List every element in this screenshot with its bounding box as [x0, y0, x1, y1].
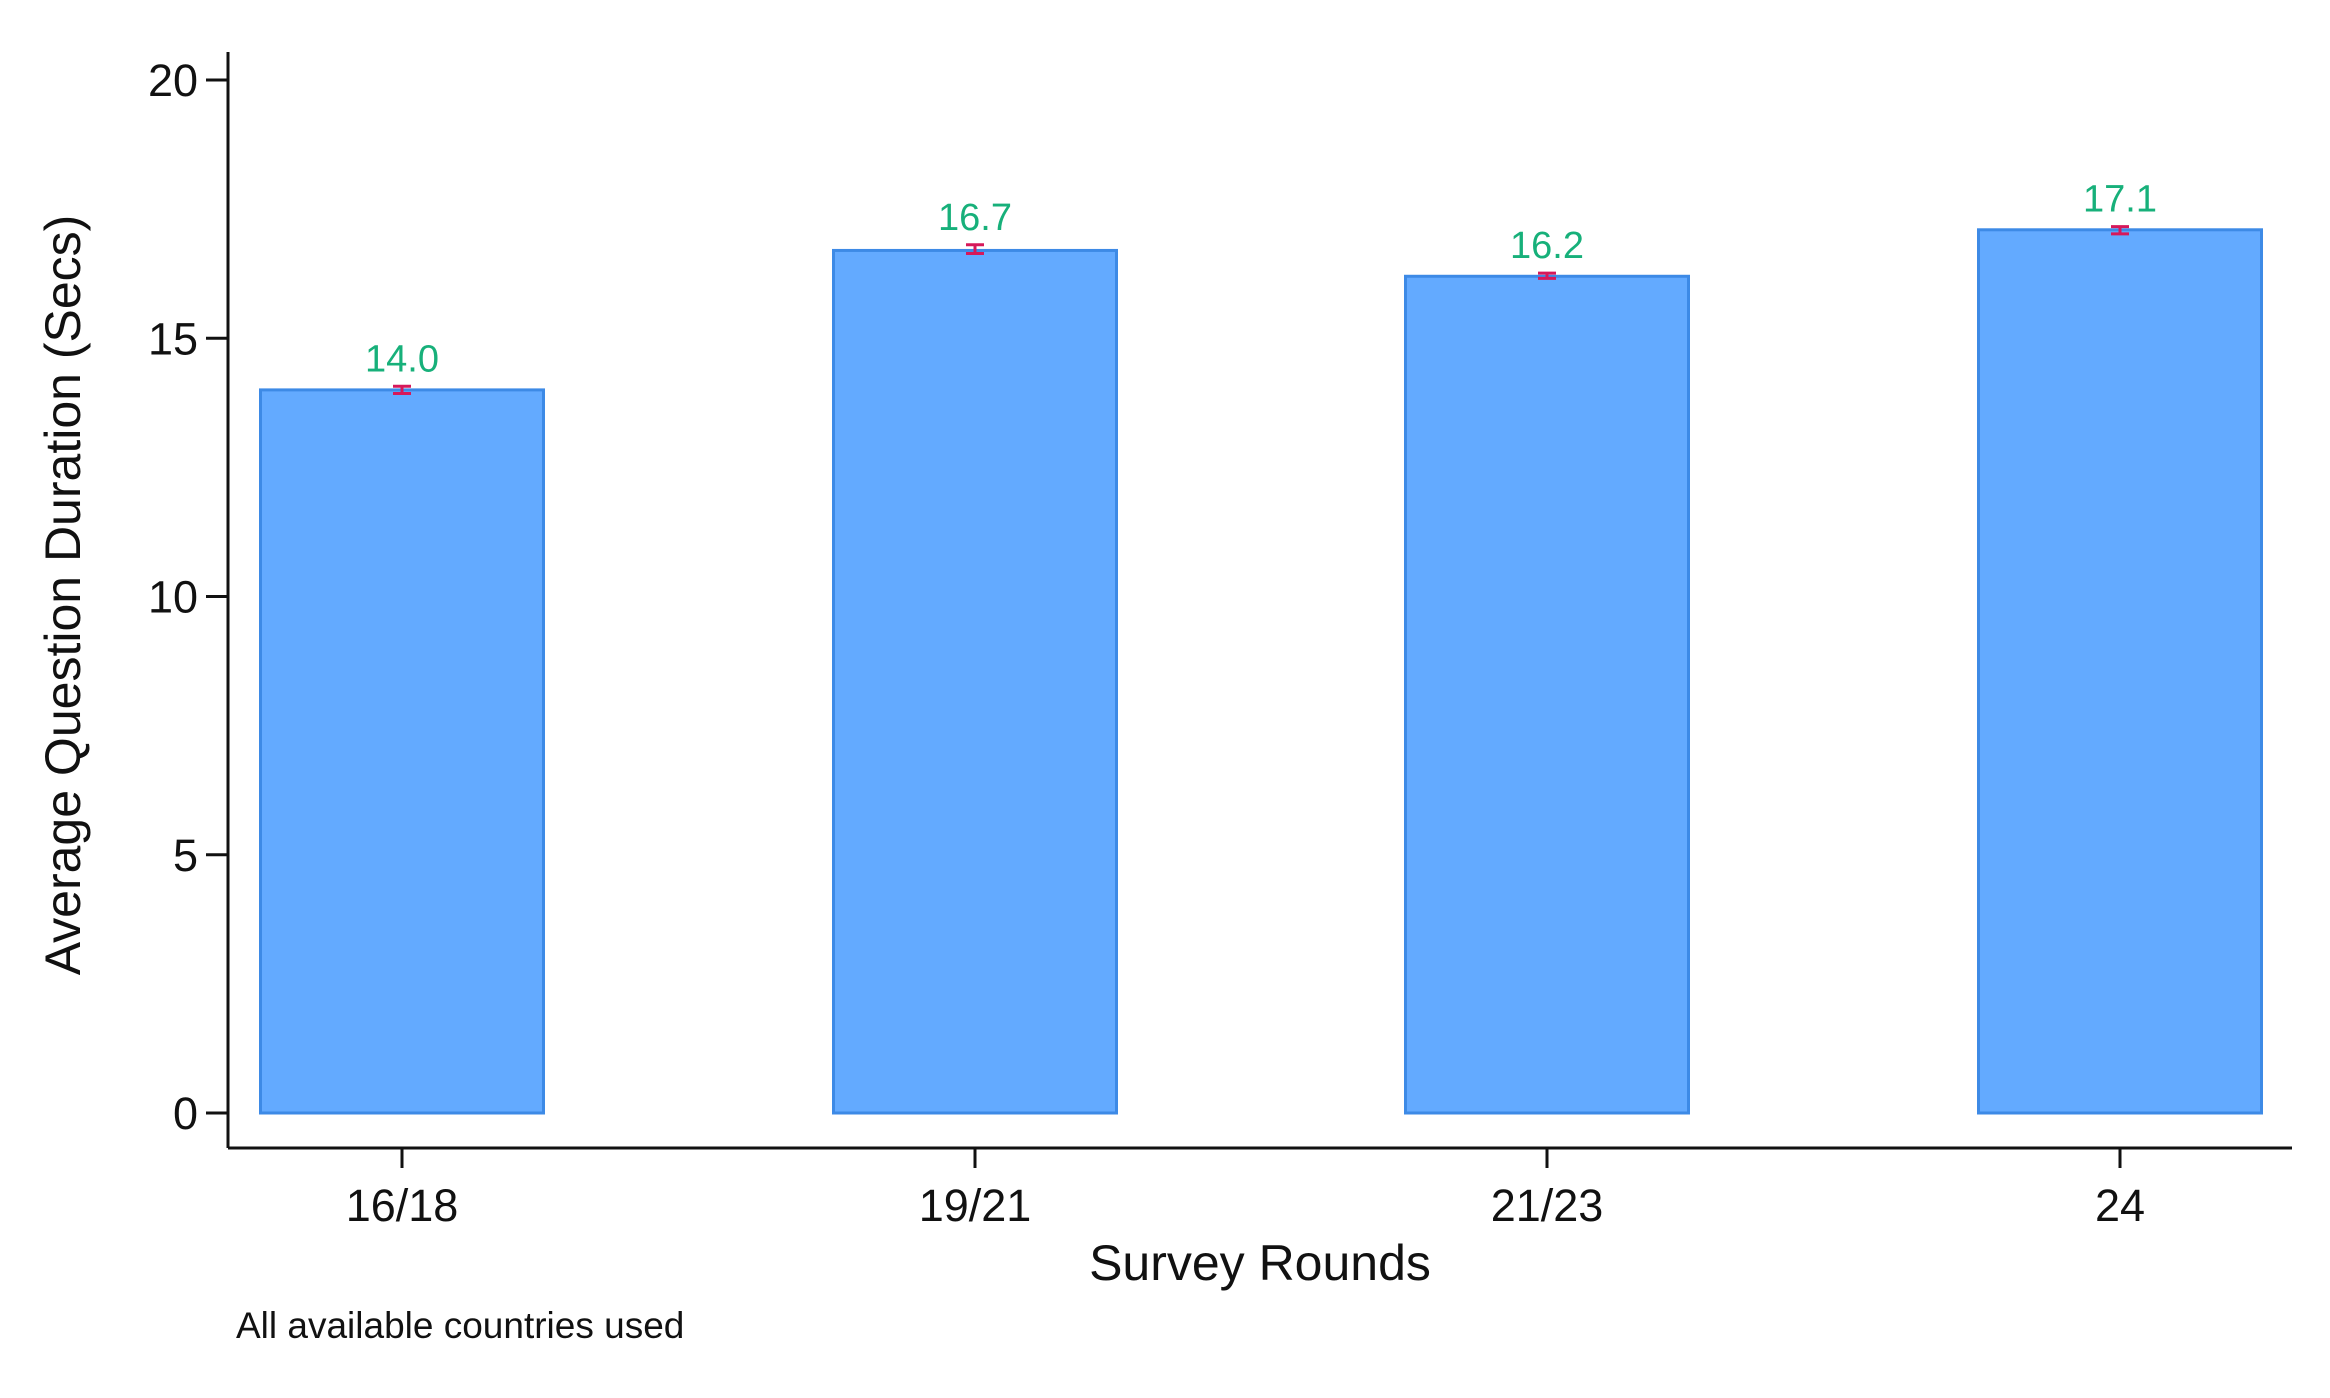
x-tick-label: 21/23: [1491, 1180, 1604, 1231]
bar-16-18: [259, 388, 545, 1115]
y-tick-label: 0: [173, 1088, 198, 1139]
data-label: 16.7: [938, 197, 1012, 239]
y-tick-label: 15: [148, 313, 198, 364]
data-labels-group: 14.0 16.7 16.2 17.1: [365, 179, 2157, 381]
y-tick-label: 10: [148, 572, 198, 623]
bars-group: [259, 228, 2263, 1115]
y-axis: 0 5 10 15 20: [148, 52, 230, 1148]
error-bars-group: [393, 225, 2129, 396]
error-bar: [966, 243, 984, 256]
error-bar: [2111, 225, 2129, 236]
x-tick-label: 24: [2095, 1180, 2145, 1231]
x-tick-label: 19/21: [919, 1180, 1032, 1231]
y-tick-label: 5: [173, 830, 198, 881]
x-axis: 16/18 19/21 21/23 24: [228, 1146, 2292, 1231]
data-label: 16.2: [1510, 225, 1584, 267]
data-label: 14.0: [365, 338, 439, 380]
bar-24: [1977, 228, 2263, 1115]
bar-19-21: [832, 248, 1118, 1115]
y-tick-label: 20: [148, 55, 198, 106]
error-bar: [1538, 271, 1556, 280]
x-axis-title: Survey Rounds: [1089, 1235, 1431, 1291]
data-label: 17.1: [2083, 179, 2157, 221]
x-tick-label: 16/18: [346, 1180, 459, 1231]
bar-21-23: [1404, 274, 1690, 1115]
chart-note: All available countries used: [236, 1305, 684, 1346]
y-axis-title: Average Question Duration (Secs): [35, 215, 91, 976]
error-bar: [393, 384, 411, 396]
